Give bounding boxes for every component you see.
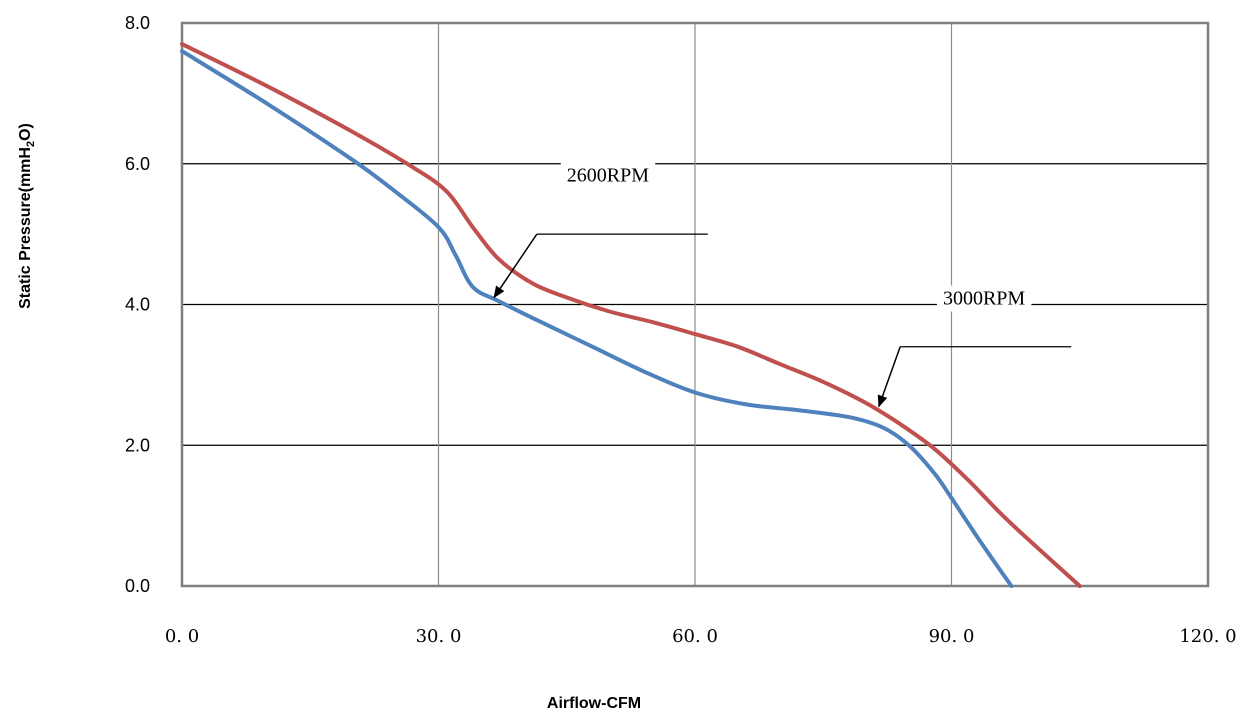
annotation-arrow-3000rpm [877, 346, 901, 408]
annotation-label-bg-3000rpm [936, 285, 1032, 312]
x-axis-title: Airflow-CFM [547, 695, 641, 712]
y-tick-label: 2.0 [125, 435, 150, 455]
plot-area-border [180, 21, 1210, 588]
series-line-2600rpm [180, 49, 1014, 588]
x-tick-label: 30. 0 [416, 626, 462, 647]
annotation-label-bg-2600rpm [560, 162, 656, 189]
y-axis-title-main: Static Pressure(mmH [17, 147, 34, 309]
y-tick-label: 0.0 [125, 576, 150, 596]
annotation-arrow-2600rpm [493, 233, 538, 299]
y-axis-title-end: O) [17, 123, 34, 141]
x-tick-label: 90. 0 [929, 626, 975, 647]
y-tick-label: 8.0 [125, 13, 150, 33]
y-axis-title-subscript: 2 [25, 141, 37, 147]
series-lines [180, 42, 1082, 588]
y-axis-title: Static Pressure(mmH2O) [17, 123, 37, 309]
x-tick-label: 120. 0 [1179, 626, 1236, 647]
x-tick-label: 60. 0 [672, 626, 718, 647]
annotations: 2600RPM 3000RPM [493, 162, 1072, 408]
y-tick-label: 4.0 [125, 295, 150, 315]
tick-labels: 0.0 2.0 4.0 6.0 8.0 0. 0 30. 0 60. 0 90. 0 120. 0 [125, 13, 1237, 647]
y-tick-label: 6.0 [125, 154, 150, 174]
annotation-label-2600rpm: 2600RPM [567, 164, 649, 186]
x-tick-label: 0. 0 [165, 626, 199, 647]
annotation-label-3000rpm: 3000RPM [943, 288, 1025, 310]
series-line-3000rpm [180, 42, 1082, 588]
